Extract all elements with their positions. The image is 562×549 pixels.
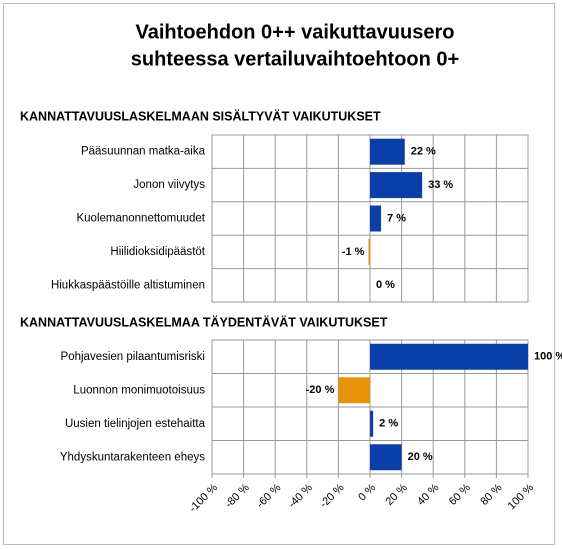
value-label: 0 % (376, 279, 395, 291)
value-label: -1 % (342, 246, 365, 258)
bar (370, 343, 528, 370)
bar (370, 172, 423, 199)
value-label: 7 % (387, 212, 406, 224)
value-label: 22 % (411, 146, 436, 158)
bar (370, 410, 374, 437)
value-label: -20 % (306, 384, 335, 396)
chart-title: Vaihtoehdon 0++ vaikuttavuusero (136, 21, 455, 43)
section-title: KANNATTAVUUSLASKELMAAN SISÄLTYVÄT VAIKUT… (20, 108, 381, 123)
bar (370, 205, 382, 232)
category-label: Uusien tielinjojen estehaitta (65, 418, 206, 430)
section-title: KANNATTAVUUSLASKELMAA TÄYDENTÄVÄT VAIKUT… (20, 314, 388, 329)
value-label: 33 % (428, 179, 453, 191)
bar (338, 377, 370, 404)
bar (368, 238, 370, 265)
category-label: Hiukkaspäästöille altistuminen (51, 279, 205, 291)
value-label: 2 % (379, 418, 398, 430)
category-label: Pääsuunnan matka-aika (81, 146, 206, 158)
bar (370, 444, 402, 471)
frame (3, 3, 555, 545)
category-label: Pohjavesien pilaantumisriski (61, 351, 205, 363)
chart-title: suhteessa vertailuvaihtoehtoon 0+ (131, 48, 459, 70)
category-label: Jonon viivytys (133, 179, 205, 191)
bar (370, 138, 405, 165)
category-label: Luonnon monimuotoisuus (73, 384, 205, 396)
category-label: Hiilidioksidipäästöt (110, 246, 205, 258)
category-label: Kuolemanonnettomuudet (76, 213, 205, 225)
value-label: 100 % (534, 351, 562, 363)
value-label: 20 % (408, 451, 433, 463)
category-label: Yhdyskuntarakenteen eheys (60, 451, 205, 463)
